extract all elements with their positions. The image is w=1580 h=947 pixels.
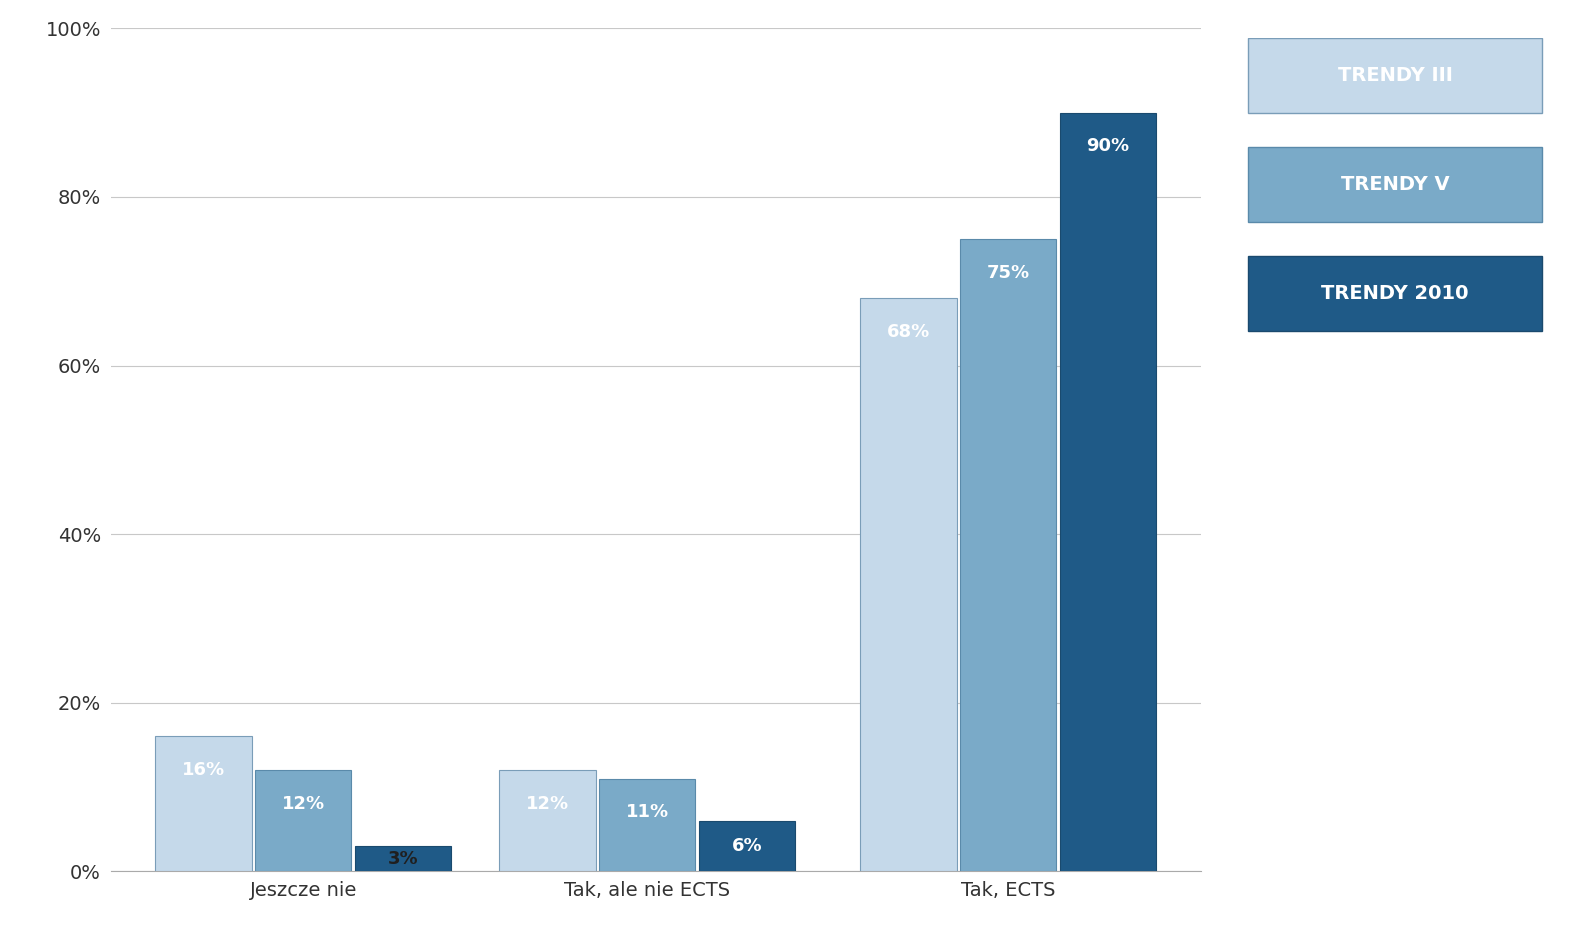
- Bar: [861, 298, 956, 871]
- Bar: [155, 737, 251, 871]
- Bar: [961, 240, 1057, 871]
- Bar: [1060, 113, 1157, 871]
- Text: TRENDY V: TRENDY V: [1341, 175, 1449, 194]
- Text: 12%: 12%: [281, 795, 325, 813]
- Bar: [499, 770, 596, 871]
- Text: 16%: 16%: [182, 761, 224, 779]
- Text: TRENDY 2010: TRENDY 2010: [1321, 284, 1469, 303]
- Text: 75%: 75%: [986, 264, 1030, 282]
- Text: TRENDY III: TRENDY III: [1338, 66, 1452, 85]
- Text: 11%: 11%: [626, 803, 668, 821]
- FancyBboxPatch shape: [1248, 38, 1542, 113]
- FancyBboxPatch shape: [1248, 147, 1542, 222]
- Text: 90%: 90%: [1087, 137, 1130, 155]
- Bar: [356, 846, 450, 871]
- Text: 12%: 12%: [526, 795, 569, 813]
- Text: 6%: 6%: [732, 837, 762, 855]
- Text: 3%: 3%: [387, 849, 419, 867]
- FancyBboxPatch shape: [1248, 256, 1542, 331]
- Text: 68%: 68%: [886, 323, 931, 341]
- Bar: [698, 821, 795, 871]
- Bar: [599, 778, 695, 871]
- Bar: [254, 770, 351, 871]
